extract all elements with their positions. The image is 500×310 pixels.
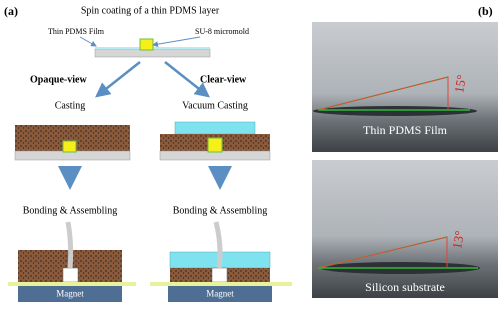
step: Vacuum Casting [182,100,248,111]
film [8,282,136,286]
angle: 13° [449,230,467,251]
title: Spin coating of a thin PDMS layer [81,5,220,16]
photo: 15° Thin PDMS Film [312,22,498,152]
mold-label: SU-8 micromold [195,27,249,36]
step: Casting [55,100,86,111]
step: Bonding & Assembling [173,205,267,216]
arrow [95,61,141,98]
magnet-label: Magnet [56,289,84,299]
heading: Opaque-view [30,74,87,85]
mold [207,137,223,153]
channel [211,267,228,283]
pointer [152,36,201,48]
magnet-label: Magnet [206,289,234,299]
magnet [18,286,122,302]
mold [62,140,77,153]
arrow [164,61,210,98]
panel-label: (a) [4,4,18,18]
film [150,282,292,286]
pdms-clear [174,121,256,135]
angle: 15° [451,74,469,95]
heading: Clear-view [200,74,247,85]
channel [62,267,79,283]
magnet [168,286,272,302]
panel-label: (b) [478,4,493,18]
step: Bonding & Assembling [23,205,117,216]
caption: Silicon substrate [365,280,445,294]
pointer [79,36,97,47]
tube [213,221,223,269]
mold [139,38,154,51]
film-label: Thin PDMS Film [48,27,105,36]
tube [65,221,74,269]
caption: Thin PDMS Film [363,123,448,137]
photo: 13° Silicon substrate [312,160,498,298]
